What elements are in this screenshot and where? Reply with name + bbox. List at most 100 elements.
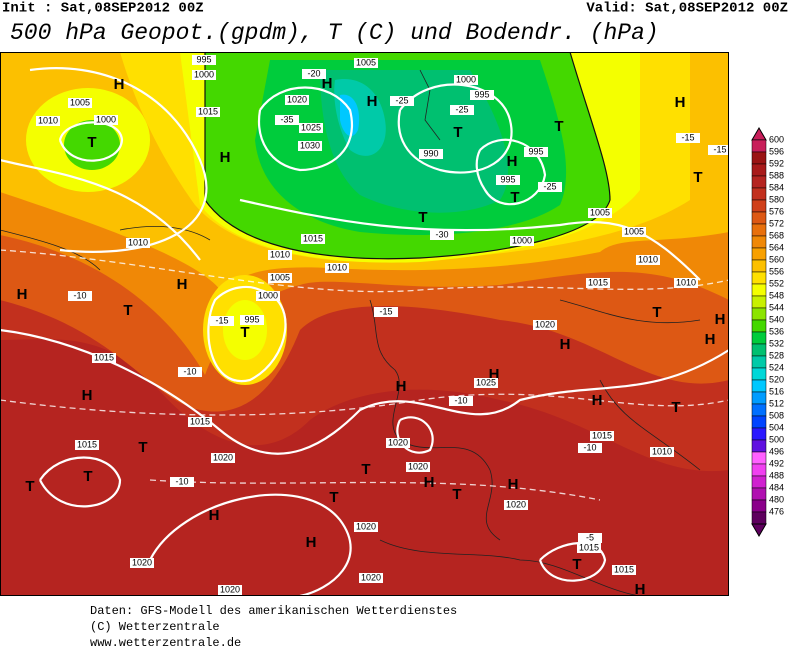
colorbar-swatch	[751, 307, 767, 321]
label-box	[285, 95, 309, 105]
label-box	[496, 175, 520, 185]
label-box	[36, 116, 60, 126]
isoline-label: 995	[470, 89, 494, 100]
isoline-value: 1015	[77, 439, 97, 449]
label-box	[390, 96, 414, 106]
colorbar-label: 484	[769, 482, 784, 492]
colorbar-swatch	[751, 187, 767, 201]
isoline-label: 1020	[386, 437, 410, 448]
colorbar-label: 532	[769, 338, 784, 348]
init-time: Init : Sat,08SEP2012 00Z	[2, 1, 204, 17]
colorbar-swatch	[751, 271, 767, 285]
isoline-label: 1010	[126, 237, 150, 248]
pressure-center: T	[671, 399, 680, 416]
colorbar-swatch	[751, 391, 767, 405]
colorbar-swatch	[751, 367, 767, 381]
isoline-label: -10	[68, 290, 92, 301]
pressure-center: T	[652, 304, 661, 321]
label-box	[510, 236, 534, 246]
colorbar-label: 584	[769, 182, 784, 192]
isoline-value: 1020	[535, 319, 555, 329]
label-box	[674, 278, 698, 288]
pressure-center: H	[715, 311, 726, 328]
isoline-label: 1010	[636, 254, 660, 265]
colorbar-label: 504	[769, 422, 784, 432]
isoline-label: 1020	[406, 461, 430, 472]
colorbar-label: 560	[769, 254, 784, 264]
colorbar-swatch	[751, 415, 767, 429]
isoline-value: -20	[307, 68, 320, 78]
isoline-value: 1010	[327, 262, 347, 272]
isoline-value: 1000	[96, 114, 116, 124]
isoline-label: 1015	[75, 439, 99, 450]
pressure-center: T	[123, 302, 132, 319]
isoline-value: -10	[175, 476, 188, 486]
isoline-label: 1025	[299, 122, 323, 133]
colorbar-label: 512	[769, 398, 784, 408]
pressure-center: H	[17, 286, 28, 303]
isoline-label: 1030	[298, 140, 322, 151]
isoline-label: 1000	[256, 290, 280, 301]
colorbar-swatch	[751, 427, 767, 441]
pressure-center: H	[592, 392, 603, 409]
isoline-value: 1020	[287, 94, 307, 104]
isoline-value: -15	[713, 144, 726, 154]
isoline-label: 1020	[533, 319, 557, 330]
isoline-value: 1005	[70, 97, 90, 107]
isoline-label: 1015	[301, 233, 325, 244]
label-box	[126, 238, 150, 248]
isoline-label: 995	[192, 54, 216, 65]
isoline-value: -25	[455, 104, 468, 114]
isoline-value: 1020	[132, 557, 152, 567]
pressure-center: H	[635, 581, 646, 598]
label-box	[325, 263, 349, 273]
isoline-label: 1010	[325, 262, 349, 273]
pressure-center: H	[306, 534, 317, 551]
isoline-label: 1020	[218, 584, 242, 595]
isoline-value: 1000	[258, 290, 278, 300]
colorbar-swatch	[751, 259, 767, 273]
isoline-label: -25	[538, 181, 562, 192]
pressure-center: H	[209, 507, 220, 524]
pressure-center: H	[367, 93, 378, 110]
label-box	[449, 396, 473, 406]
colorbar-top	[751, 127, 767, 141]
isoline-label: 1020	[354, 521, 378, 532]
label-box	[612, 565, 636, 575]
isoline-value: 1015	[588, 277, 608, 287]
label-box	[299, 123, 323, 133]
map-title: 500 hPa Geopot.(gpdm), T (C) und Bodendr…	[10, 20, 659, 46]
isoline-label: 1020	[359, 572, 383, 583]
colorbar-label: 524	[769, 362, 784, 372]
isoline-value: 1000	[194, 69, 214, 79]
label-box	[533, 320, 557, 330]
isoline-value: 1015	[592, 430, 612, 440]
isoline-value: 1010	[38, 115, 58, 125]
pressure-center: T	[361, 461, 370, 478]
pressure-center: H	[508, 476, 519, 493]
colorbar-label: 572	[769, 218, 784, 228]
isoline-label: -10	[178, 366, 202, 377]
isoline-value: 1015	[303, 233, 323, 243]
isoline-value: 1020	[356, 521, 376, 531]
label-box	[75, 440, 99, 450]
colorbar-label: 508	[769, 410, 784, 420]
isoline-value: 1005	[270, 272, 290, 282]
isoline-value: 1005	[624, 226, 644, 236]
label-box	[590, 431, 614, 441]
colorbar-swatch	[751, 295, 767, 309]
isoline-value: 1015	[614, 564, 634, 574]
colorbar-label: 496	[769, 446, 784, 456]
label-box	[538, 182, 562, 192]
isoline-label: 1015	[188, 416, 212, 427]
colorbar-label: 540	[769, 314, 784, 324]
isoline-label: 1025	[474, 377, 498, 388]
pressure-center: T	[452, 486, 461, 503]
colorbar-swatch	[751, 151, 767, 165]
colorbar-label: 568	[769, 230, 784, 240]
colorbar-label: 520	[769, 374, 784, 384]
label-box	[708, 145, 729, 155]
isoline-value: 1025	[476, 377, 496, 387]
